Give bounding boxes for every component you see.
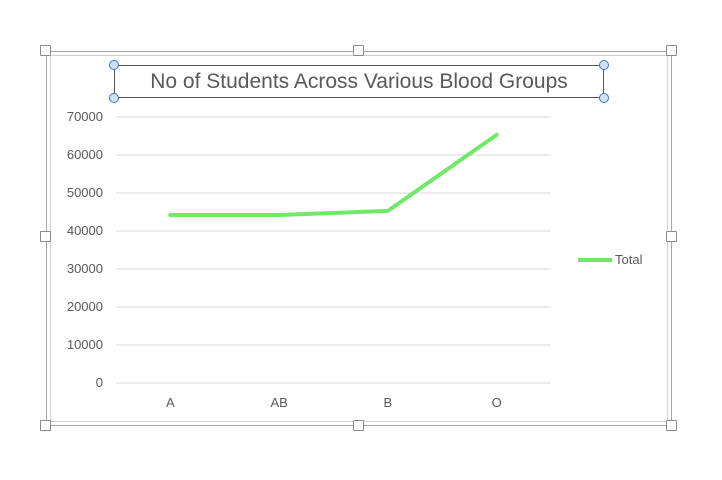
resize-handle-bottom-right[interactable]: [666, 420, 677, 431]
x-tick-label: O: [492, 395, 502, 410]
data-point[interactable]: [494, 132, 499, 137]
data-point[interactable]: [168, 213, 173, 218]
y-tick-label: 30000: [67, 261, 103, 276]
resize-handle-middle-left[interactable]: [40, 231, 51, 242]
y-tick-label: 70000: [67, 109, 103, 124]
resize-handle-top-right[interactable]: [666, 45, 677, 56]
y-tick-label: 10000: [67, 337, 103, 352]
resize-handle-bottom-left[interactable]: [40, 420, 51, 431]
y-tick-label: 60000: [67, 147, 103, 162]
resize-handle-middle-right[interactable]: [666, 231, 677, 242]
y-tick-label: 50000: [67, 185, 103, 200]
data-point[interactable]: [277, 213, 282, 218]
y-tick-label: 0: [96, 375, 103, 390]
title-handle-top-left[interactable]: [109, 60, 119, 70]
series-line-total[interactable]: [168, 132, 499, 218]
resize-handle-bottom-middle[interactable]: [353, 420, 364, 431]
title-handle-bottom-left[interactable]: [109, 93, 119, 103]
x-tick-label: A: [166, 395, 175, 410]
title-handle-top-right[interactable]: [599, 60, 609, 70]
chart-title-text: No of Students Across Various Blood Grou…: [150, 69, 568, 93]
x-tick-label: AB: [270, 395, 287, 410]
x-tick-label: B: [384, 395, 393, 410]
title-handle-bottom-right[interactable]: [599, 93, 609, 103]
chart-title[interactable]: No of Students Across Various Blood Grou…: [114, 65, 604, 98]
data-point[interactable]: [385, 208, 390, 213]
resize-handle-top-left[interactable]: [40, 45, 51, 56]
legend-label[interactable]: Total: [615, 252, 643, 267]
resize-handle-top-middle[interactable]: [353, 45, 364, 56]
y-tick-label: 20000: [67, 299, 103, 314]
y-tick-label: 40000: [67, 223, 103, 238]
